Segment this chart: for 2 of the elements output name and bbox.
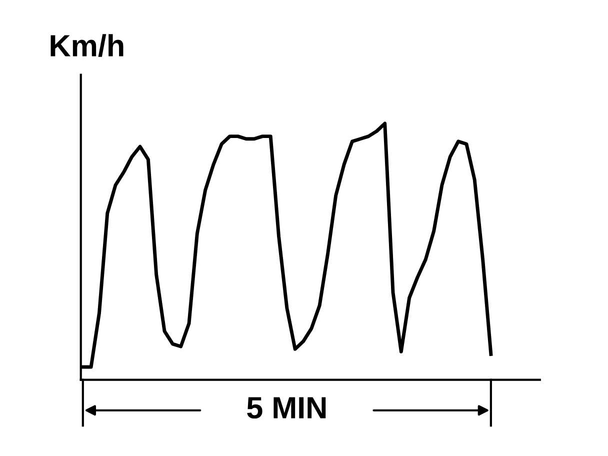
text: 5 MIN <box>247 397 326 419</box>
y-axis-title: Km/h <box>50 34 124 57</box>
